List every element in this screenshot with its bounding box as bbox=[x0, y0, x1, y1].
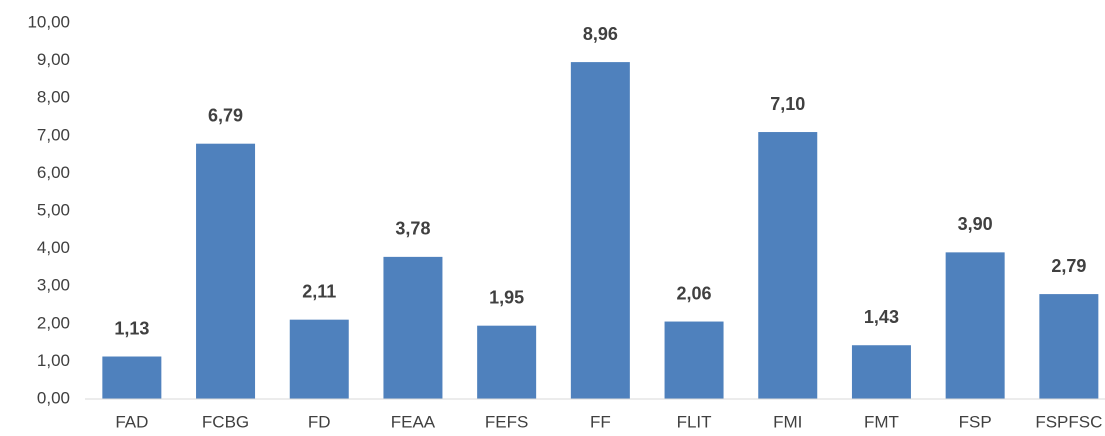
data-label: 1,43 bbox=[864, 307, 899, 327]
bar bbox=[383, 256, 443, 399]
x-tick-label: FEFS bbox=[485, 412, 528, 431]
data-label: 1,95 bbox=[489, 287, 524, 307]
bar bbox=[102, 356, 162, 399]
y-tick-label: 8,00 bbox=[37, 88, 70, 107]
y-tick-label: 0,00 bbox=[37, 388, 70, 407]
x-tick-label: FMT bbox=[864, 412, 899, 431]
bar bbox=[758, 132, 818, 400]
bar bbox=[570, 62, 630, 399]
y-tick-label: 2,00 bbox=[37, 313, 70, 332]
data-label: 6,79 bbox=[208, 105, 243, 125]
data-label: 3,78 bbox=[395, 219, 430, 239]
y-tick-label: 1,00 bbox=[37, 351, 70, 370]
data-label: 8,96 bbox=[583, 24, 618, 44]
data-label: 7,10 bbox=[770, 94, 805, 114]
x-tick-label: FCBG bbox=[202, 412, 249, 431]
data-label: 2,11 bbox=[302, 281, 336, 301]
data-label: 2,06 bbox=[677, 283, 712, 303]
x-tick-label: FSP bbox=[959, 412, 992, 431]
y-tick-label: 6,00 bbox=[37, 163, 70, 182]
data-label: 1,13 bbox=[114, 318, 149, 338]
bar bbox=[945, 252, 1005, 399]
y-tick-label: 10,00 bbox=[27, 12, 70, 31]
data-label: 2,79 bbox=[1051, 256, 1086, 276]
bar bbox=[196, 143, 256, 399]
y-tick-label: 4,00 bbox=[37, 238, 70, 257]
y-tick-label: 3,00 bbox=[37, 276, 70, 295]
x-tick-label: FSPFSC bbox=[1035, 412, 1102, 431]
x-tick-label: FF bbox=[590, 412, 611, 431]
x-tick-label: FAD bbox=[115, 412, 148, 431]
bar bbox=[664, 321, 724, 399]
y-tick-label: 9,00 bbox=[37, 50, 70, 69]
x-tick-label: FMI bbox=[773, 412, 802, 431]
x-tick-label: FLIT bbox=[677, 412, 712, 431]
y-tick-label: 5,00 bbox=[37, 200, 70, 219]
bar bbox=[851, 345, 911, 399]
x-tick-label: FEAA bbox=[391, 412, 436, 431]
bar bbox=[477, 325, 537, 399]
bar bbox=[289, 319, 349, 399]
bar bbox=[1039, 294, 1099, 399]
data-label: 3,90 bbox=[958, 214, 993, 234]
x-tick-label: FD bbox=[308, 412, 331, 431]
y-tick-label: 7,00 bbox=[37, 125, 70, 144]
